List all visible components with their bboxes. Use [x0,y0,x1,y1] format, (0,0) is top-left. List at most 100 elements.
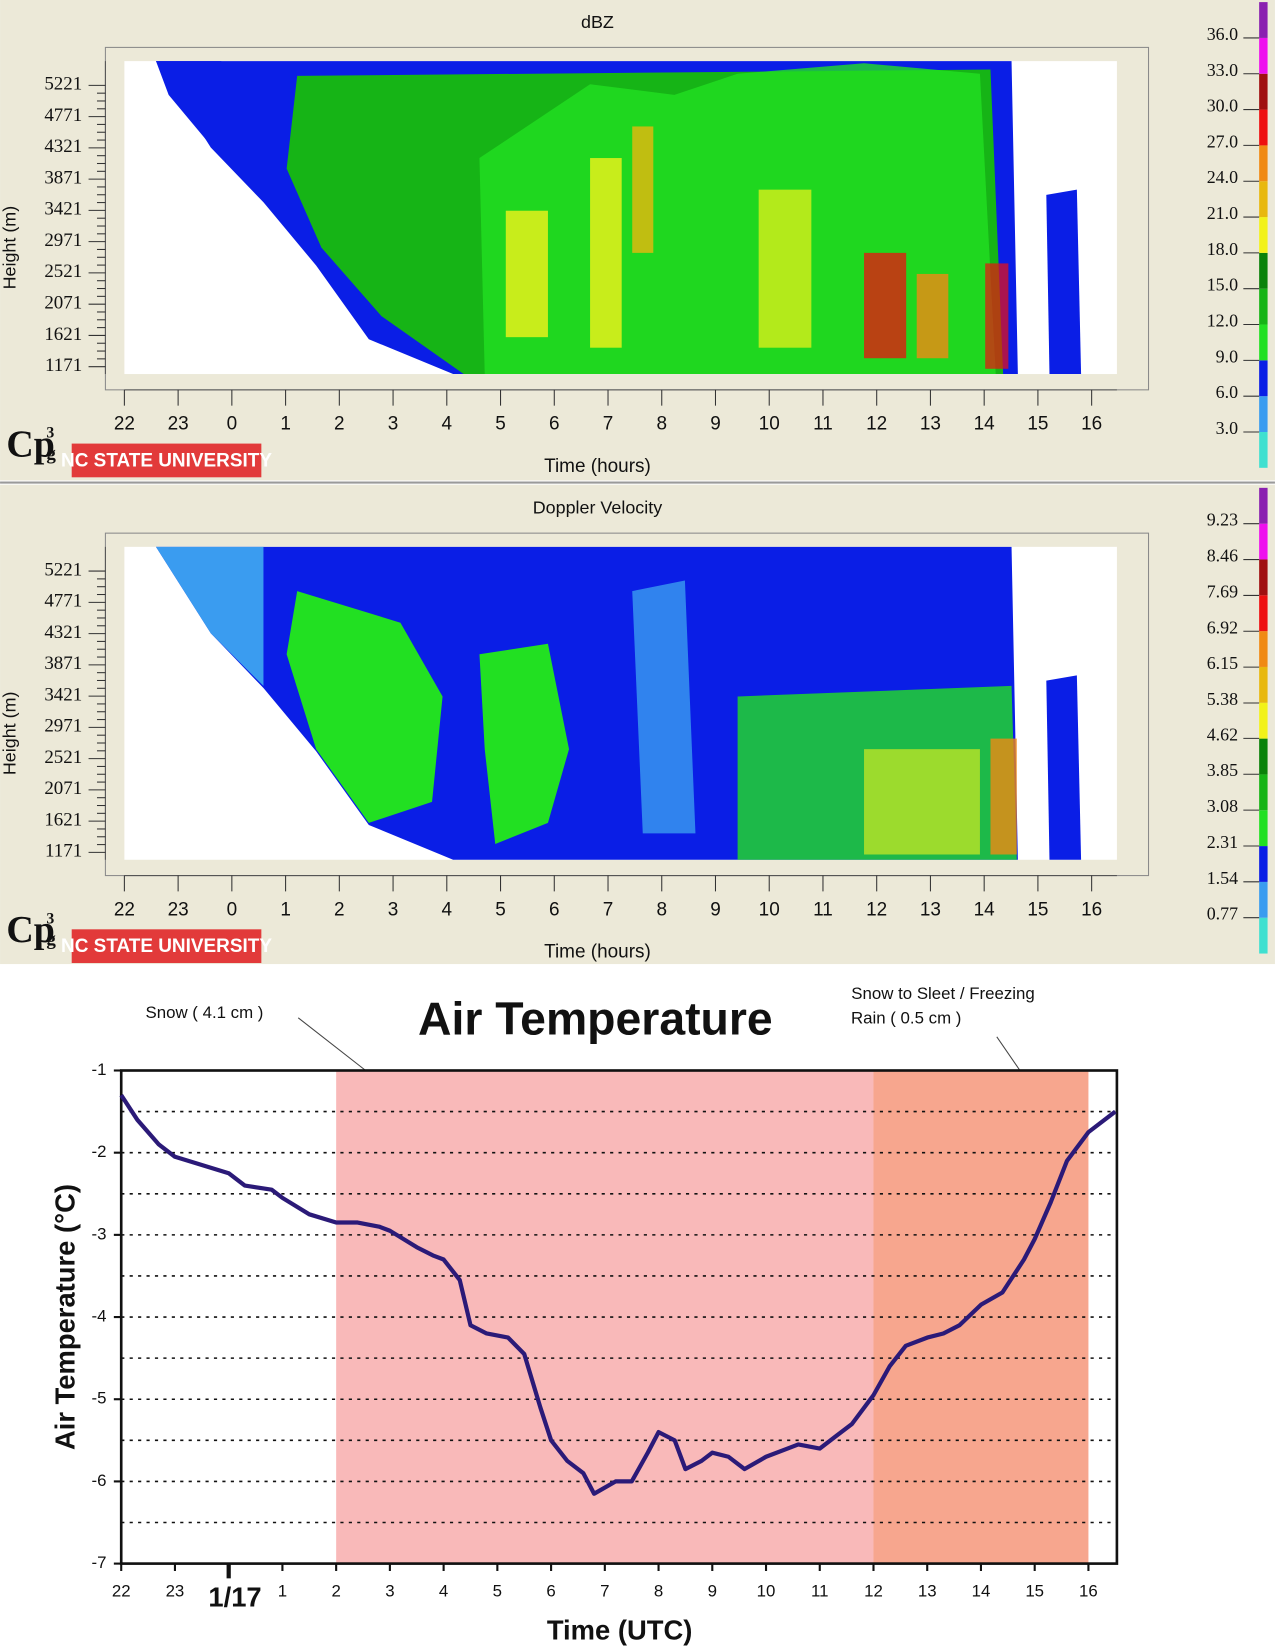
logo-sup: 3 [46,910,54,927]
y-tick-label: 3421 [44,199,82,220]
logo-sup: 3 [46,425,54,442]
x-tick-label: 10 [759,899,780,920]
colorbar-tick-label: 7.69 [1207,581,1238,601]
x-tick-label: 13 [920,414,941,435]
y-tick-label: 5221 [44,74,82,95]
colorbar-segment [1259,396,1268,432]
annotation-leader [996,1036,1021,1071]
logo-sub: g [46,929,56,950]
annotation: Rain ( 0.5 cm ) [851,1008,961,1027]
annotation: Snow to Sleet / Freezing [851,984,1035,1003]
y-tick-label: 2971 [44,230,82,251]
colorbar-tick-label: 6.92 [1207,617,1238,637]
y-tick-label: -4 [91,1307,106,1326]
x-tick-label: 3 [388,899,399,920]
x-tick-label: 9 [710,414,721,435]
x-tick-label: 2 [331,1582,340,1601]
chart-title: Doppler Velocity [533,498,662,518]
university-logo: NC STATE UNIVERSITY [61,936,272,957]
y-tick-label: 1621 [44,809,82,830]
colorbar-segment [1259,324,1268,361]
x-tick-label: 4 [442,899,453,920]
colorbar-segment [1259,738,1268,775]
radar-echo [155,61,1082,375]
colorbar-segment [1259,109,1268,146]
x-axis-label: Time (UTC) [547,1614,693,1645]
colorbar-segment [1259,917,1268,954]
x-tick-label: 1/17 [208,1582,261,1613]
y-axis-label: Air Temperature (°C) [50,1184,81,1450]
colorbar-segment [1259,217,1268,253]
colorbar-tick-label: 21.0 [1207,203,1238,223]
x-tick-label: 6 [546,1582,555,1601]
colorbar-tick-label: 6.15 [1207,653,1238,673]
colorbar-tick-label: 12.0 [1207,311,1238,331]
x-tick-label: 22 [114,899,135,920]
colorbar-segment [1259,360,1268,397]
chart-title: Air Temperature [418,992,773,1044]
y-tick-label: -3 [91,1224,106,1243]
colorbar-tick-label: 9.23 [1207,510,1238,530]
x-tick-label: 22 [112,1582,131,1601]
colorbar-segment [1259,181,1268,218]
x-tick-label: 8 [654,1582,663,1601]
x-tick-label: 3 [388,414,399,435]
colorbar-tick-label: 4.62 [1207,724,1238,744]
x-tick-label: 14 [974,899,995,920]
x-tick-label: 3 [385,1582,394,1601]
logo-mark: Cp [6,909,54,951]
colorbar-tick-label: 2.31 [1207,832,1238,852]
colorbar-tick-label: 1.54 [1207,868,1238,888]
x-tick-label: 23 [166,1582,185,1601]
x-tick-label: 4 [442,414,453,435]
x-tick-label: 9 [710,899,721,920]
colorbar-segment [1259,73,1268,110]
y-tick-label: 4321 [44,136,82,157]
x-tick-label: 6 [549,414,560,435]
colorbar-tick-label: 3.0 [1216,418,1238,438]
annotation-leader [297,1017,366,1071]
y-tick-label: -7 [91,1553,106,1572]
y-tick-label: 4771 [44,105,82,126]
colorbar-segment [1259,145,1268,182]
y-axis-label: Height (m) [0,206,19,290]
y-tick-label: -5 [91,1389,106,1408]
colorbar-segment [1259,666,1268,703]
x-tick-label: 15 [1025,1582,1044,1601]
radar-echo [155,546,1082,860]
y-tick-label: 2071 [44,778,82,799]
y-tick-label: -6 [91,1471,106,1490]
x-tick-label: 12 [866,414,887,435]
x-tick-label: 7 [603,899,614,920]
x-tick-label: 11 [813,899,833,920]
x-tick-label: 13 [920,899,941,920]
x-tick-label: 11 [813,414,833,435]
x-tick-label: 13 [918,1582,937,1601]
x-tick-label: 16 [1081,899,1102,920]
colorbar-tick-label: 3.08 [1207,796,1238,816]
x-axis-label: Time (hours) [544,456,651,477]
colorbar-segment [1259,252,1268,289]
colorbar-tick-label: 8.46 [1207,546,1238,566]
x-tick-label: 14 [974,414,995,435]
colorbar-tick-label: 15.0 [1207,275,1238,295]
colorbar-tick-label: 36.0 [1207,24,1238,44]
x-tick-label: 15 [1027,899,1048,920]
x-tick-label: 5 [495,414,506,435]
x-tick-label: 1 [280,414,291,435]
y-tick-label: 2971 [44,716,82,737]
x-tick-label: 2 [334,414,345,435]
x-tick-label: 22 [114,414,135,435]
x-tick-label: 1 [278,1582,287,1601]
x-tick-label: 1 [280,899,291,920]
colorbar-segment [1259,288,1268,325]
colorbar-segment [1259,37,1268,74]
y-tick-label: 5221 [44,559,82,580]
x-tick-label: 2 [334,899,345,920]
y-tick-label: -2 [91,1142,106,1161]
y-tick-label: 2521 [44,747,82,768]
x-tick-label: 6 [549,899,560,920]
